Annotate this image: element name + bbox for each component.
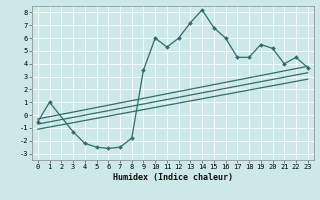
X-axis label: Humidex (Indice chaleur): Humidex (Indice chaleur) (113, 173, 233, 182)
